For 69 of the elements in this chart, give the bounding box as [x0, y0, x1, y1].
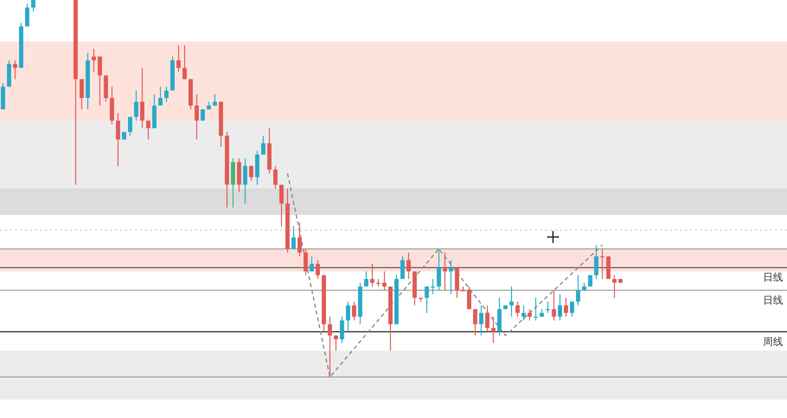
candlestick — [528, 308, 532, 321]
candlestick — [460, 286, 466, 292]
candlestick — [534, 297, 538, 321]
candlestick — [243, 158, 248, 204]
ref-line-label: 日线 — [763, 272, 783, 284]
candlestick — [406, 252, 411, 280]
candlestick — [485, 304, 490, 332]
ref-line-label: 日线 — [763, 294, 783, 306]
candlestick — [552, 290, 556, 321]
ref-line-label: 周线 — [763, 336, 783, 348]
candlestick — [80, 78, 84, 110]
candlestick — [612, 274, 617, 298]
candlestick — [310, 256, 314, 272]
candlestick — [6, 60, 12, 88]
candlestick — [146, 120, 150, 140]
candlestick — [25, 3, 30, 27]
candlestick — [364, 270, 368, 288]
candlestick — [279, 184, 284, 227]
candlestick — [298, 222, 302, 257]
candlestick — [491, 316, 496, 344]
candlestick — [454, 267, 460, 298]
candlestick — [236, 158, 242, 193]
candlestick — [152, 94, 156, 129]
candlestick — [116, 112, 120, 166]
candlestick — [304, 248, 308, 276]
candlestick — [31, 0, 36, 12]
candlestick — [140, 67, 144, 129]
candlestick — [442, 252, 448, 291]
candlestick — [182, 44, 187, 80]
candlestick — [316, 260, 320, 280]
candlestick — [0, 82, 6, 110]
candlestick — [400, 256, 405, 280]
candlestick — [176, 44, 181, 72]
candlestick — [194, 94, 199, 140]
candlestick — [352, 301, 356, 321]
candlestick — [104, 74, 108, 102]
candlestick — [515, 301, 520, 318]
candlestick — [110, 86, 114, 125]
candlestick — [564, 297, 568, 318]
candlestick — [436, 248, 441, 291]
candlestick — [370, 263, 374, 288]
candlestick — [249, 165, 254, 182]
candlestick — [576, 274, 580, 306]
candlestick — [334, 335, 338, 352]
candlestick — [467, 286, 472, 310]
candlestick — [12, 60, 18, 80]
candlestick — [606, 256, 611, 280]
candlestick — [273, 165, 278, 189]
candlestick — [497, 297, 502, 336]
candlestick — [509, 286, 514, 318]
candlestick — [340, 316, 344, 344]
candlestick — [158, 86, 163, 106]
candlestick — [164, 86, 169, 102]
candlestick — [546, 301, 550, 314]
candlestick — [594, 244, 598, 280]
candlestick — [291, 226, 296, 250]
candlestick — [261, 135, 266, 156]
candlestick — [255, 150, 260, 186]
candlestick — [448, 260, 454, 295]
candlestick — [346, 301, 350, 332]
candlestick — [600, 248, 604, 280]
candlestick — [134, 90, 138, 122]
candlestick — [230, 158, 236, 208]
candlestick — [128, 116, 132, 136]
candlestick — [473, 308, 478, 336]
candlestick — [479, 304, 484, 336]
candlestick — [570, 301, 574, 318]
candlestick — [558, 294, 562, 321]
candlestick — [328, 316, 332, 378]
